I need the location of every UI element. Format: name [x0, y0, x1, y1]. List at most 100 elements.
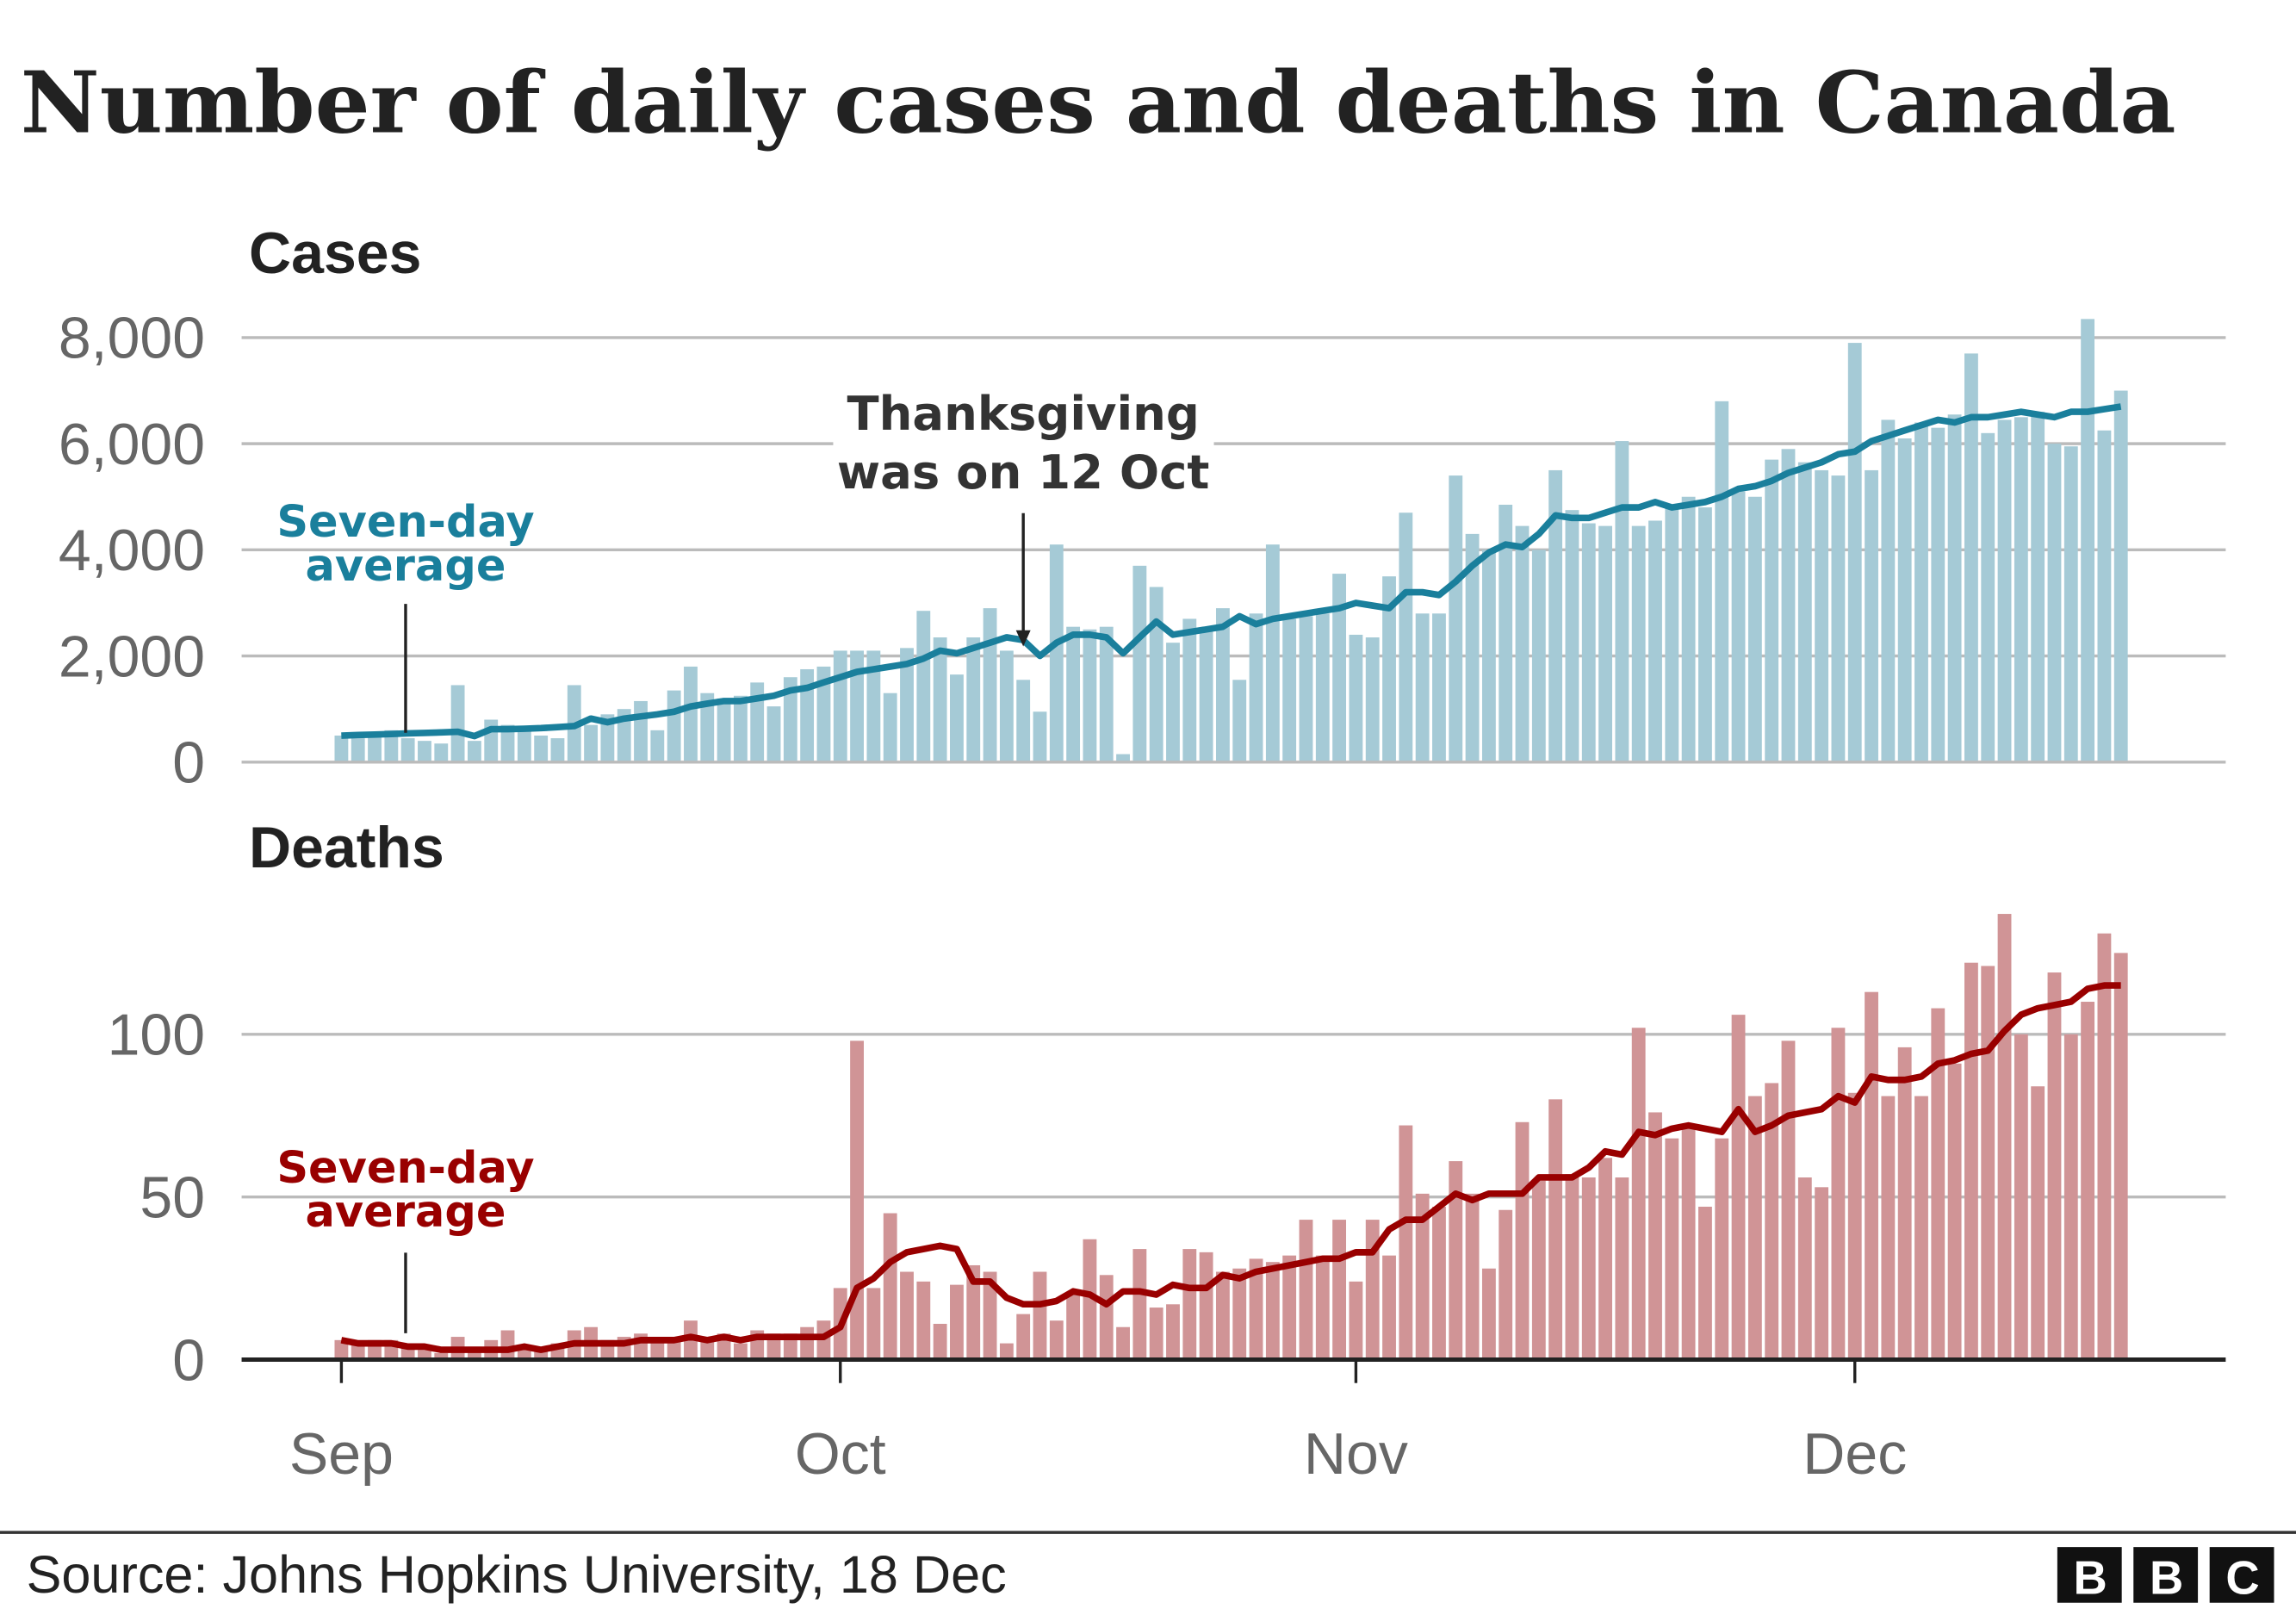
bar [1182, 618, 1197, 762]
bar [766, 706, 781, 762]
bar [1765, 1083, 1779, 1360]
bar [1947, 414, 1962, 762]
bar [916, 1281, 931, 1360]
bar [717, 698, 731, 762]
series-label: Seven-day average [276, 1146, 535, 1239]
bar [1565, 1174, 1579, 1360]
bar [534, 735, 549, 762]
bar [384, 730, 399, 762]
bar [1215, 1271, 1230, 1360]
annotation-text: Thanksgiving was on 12 Oct [833, 384, 1214, 502]
bar [850, 650, 864, 762]
bar [1449, 475, 1463, 762]
bar [1548, 1099, 1563, 1360]
bar [1249, 1258, 1263, 1360]
bar [1349, 634, 1363, 762]
bar [999, 650, 1014, 762]
bar [1665, 507, 1679, 762]
bar [1465, 533, 1480, 762]
bar [1132, 565, 1147, 762]
bar [1681, 1125, 1696, 1360]
bar [866, 1288, 881, 1360]
source: Source: Johns Hopkins University, 18 Dec [27, 1545, 1007, 1604]
bar [1731, 1015, 1746, 1360]
bar [1099, 1275, 1114, 1360]
bar [1964, 962, 1978, 1360]
bar [1731, 491, 1746, 762]
bar [1598, 525, 1612, 762]
bar [950, 1284, 964, 1360]
bar [1881, 419, 1896, 762]
bar [1083, 629, 1097, 762]
bar [1016, 1314, 1031, 1360]
bar [1715, 1138, 1729, 1360]
bar [1747, 1096, 1762, 1360]
bar [1698, 507, 1712, 762]
bar [1681, 496, 1696, 762]
bar [1199, 629, 1213, 762]
bar [467, 741, 481, 762]
bar [883, 1213, 897, 1360]
bar [1066, 626, 1081, 762]
bar [966, 1264, 981, 1360]
bar [1499, 504, 1513, 762]
series-label: Seven-day average [276, 501, 534, 588]
bar [1615, 441, 1629, 762]
bar [634, 700, 648, 762]
bar [1299, 1220, 1313, 1360]
bar [1249, 613, 1263, 762]
bar [900, 648, 914, 762]
bar [2031, 1086, 2045, 1360]
bar [1415, 613, 1430, 762]
bar [1897, 438, 1912, 762]
bar [434, 1352, 449, 1360]
logo-box [2209, 1547, 2274, 1603]
bar [1631, 1028, 1646, 1360]
bar [2063, 446, 2078, 762]
bar [1997, 914, 2012, 1360]
bar [1831, 475, 1846, 762]
bar [2097, 430, 2112, 762]
y-tick-label: 8,000 [59, 306, 205, 371]
bar [1831, 1028, 1846, 1360]
series-label-text: Seven-day average [276, 1146, 535, 1239]
bar [1797, 462, 1812, 762]
bar [1265, 1262, 1280, 1360]
bar [1149, 587, 1164, 762]
bar [1083, 1239, 1097, 1360]
bar [1981, 432, 1995, 762]
bar [733, 695, 748, 762]
bar [966, 637, 981, 762]
y-tick-label: 4,000 [59, 518, 205, 583]
bar [1232, 680, 1247, 762]
bar [1282, 1255, 1297, 1360]
x-tick-label: Dec [1803, 1421, 1907, 1487]
y-tick-label: 2,000 [59, 624, 205, 689]
bar [1947, 1063, 1962, 1360]
bar [1132, 1249, 1147, 1360]
bar [351, 1343, 365, 1360]
bar [1033, 1271, 1047, 1360]
average-line [340, 982, 2121, 1353]
bar [684, 666, 698, 762]
bar [950, 674, 964, 762]
bar [1931, 427, 1945, 762]
bar [1964, 353, 1978, 762]
bar [866, 650, 881, 762]
y-tick-label: 50 [140, 1165, 205, 1230]
bar [1099, 626, 1114, 762]
bar [1847, 343, 1862, 762]
bar [1515, 525, 1530, 762]
average-line [341, 403, 2122, 740]
bar [750, 682, 765, 762]
bar [334, 1339, 349, 1360]
bar [1365, 637, 1380, 762]
bar [2047, 444, 2062, 762]
bar [2097, 933, 2112, 1360]
bar [418, 1350, 431, 1360]
bar [517, 730, 531, 762]
bar [800, 1326, 815, 1360]
bar [1665, 1138, 1679, 1360]
bar [650, 1339, 665, 1360]
